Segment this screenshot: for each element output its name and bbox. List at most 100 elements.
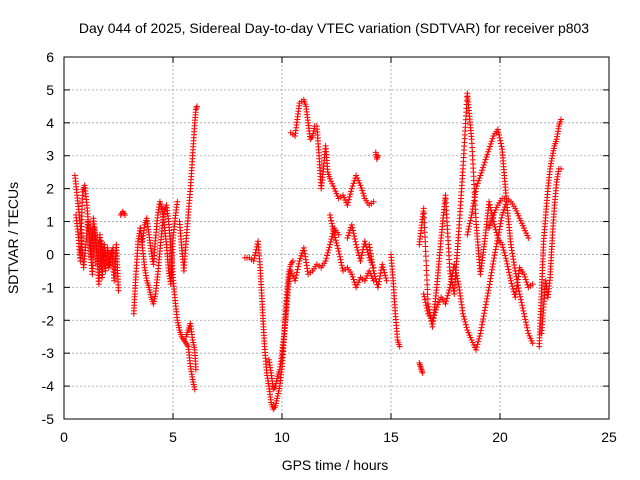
data-point [445,289,452,296]
data-point [496,226,503,233]
data-point [350,230,357,237]
data-point [507,277,514,284]
data-point [487,219,494,226]
y-tick-label: -5 [42,411,55,427]
data-point [292,274,299,281]
data-point [492,249,499,256]
data-point [422,299,429,306]
data-point [432,306,439,313]
data-point [431,312,438,319]
y-tick-label: -3 [42,345,55,361]
data-point [349,183,356,190]
data-point [446,284,453,291]
data-point [477,172,484,179]
data-point [326,244,333,251]
data-point [473,346,480,353]
data-point [525,235,532,241]
data-point [447,278,454,285]
data-point [466,223,473,230]
data-point [452,266,459,273]
data-point [514,279,521,286]
data-point [484,293,491,300]
data-point [500,247,507,254]
data-point [115,287,122,294]
data-point [481,310,488,317]
data-point [492,246,499,253]
data-point [504,263,511,270]
data-point [447,281,454,288]
data-point [352,238,359,245]
chart-title: Day 044 of 2025, Sidereal Day-to-day VTE… [79,20,589,36]
data-point [486,225,493,232]
data-point [347,191,354,198]
data-point [292,277,299,284]
data-point [519,302,526,309]
data-point [349,273,356,280]
data-point [480,313,487,320]
data-point [477,330,484,337]
y-tick-label: -4 [42,378,55,394]
data-point [374,152,381,159]
data-point [423,302,430,309]
data-point [334,242,341,249]
data-point [510,286,517,293]
data-point [383,277,390,284]
data-point [297,255,304,262]
data-point [344,235,351,241]
data-point [513,276,520,283]
data-point [483,154,490,161]
data-point [348,221,355,228]
data-point [506,269,513,276]
data-point [345,232,352,239]
data-point [337,256,344,263]
data-point [351,233,358,240]
data-point [333,239,340,246]
data-point [298,252,305,259]
data-point [451,261,458,268]
data-point [293,272,300,279]
data-point [460,313,467,320]
data-point [293,269,300,276]
data-point [497,140,504,147]
data-point [491,224,498,231]
data-point [357,182,364,189]
data-point [358,255,365,262]
data-point [379,261,386,268]
data-point [488,217,495,224]
data-point [520,271,527,278]
data-point [464,231,471,238]
data-point [518,299,525,306]
y-axis-label: SDTVAR / TECUs [5,182,21,294]
data-point [516,290,523,297]
data-point [522,276,529,283]
data-point [520,310,527,317]
data-point [467,217,474,224]
data-point [504,260,511,267]
data-point [330,228,337,235]
data-point [454,278,461,285]
data-point [110,244,117,251]
data-point [360,190,367,197]
data-point [332,237,339,244]
data-point [324,252,331,259]
data-point [494,235,501,241]
data-point [491,252,498,259]
data-point [474,180,481,187]
data-point [487,204,494,211]
data-point [327,238,334,245]
data-point [475,177,482,184]
data-point [380,266,387,273]
data-point [192,366,199,373]
data-point [485,287,492,294]
data-point [475,338,482,345]
data-point [524,324,531,331]
data-point [480,316,487,323]
data-point [508,280,515,287]
x-tick-label: 20 [492,429,508,445]
data-point [328,217,335,224]
data-point [514,282,521,289]
data-point [463,324,470,331]
data-point [454,275,461,282]
data-point [473,344,480,351]
data-point [330,226,337,233]
